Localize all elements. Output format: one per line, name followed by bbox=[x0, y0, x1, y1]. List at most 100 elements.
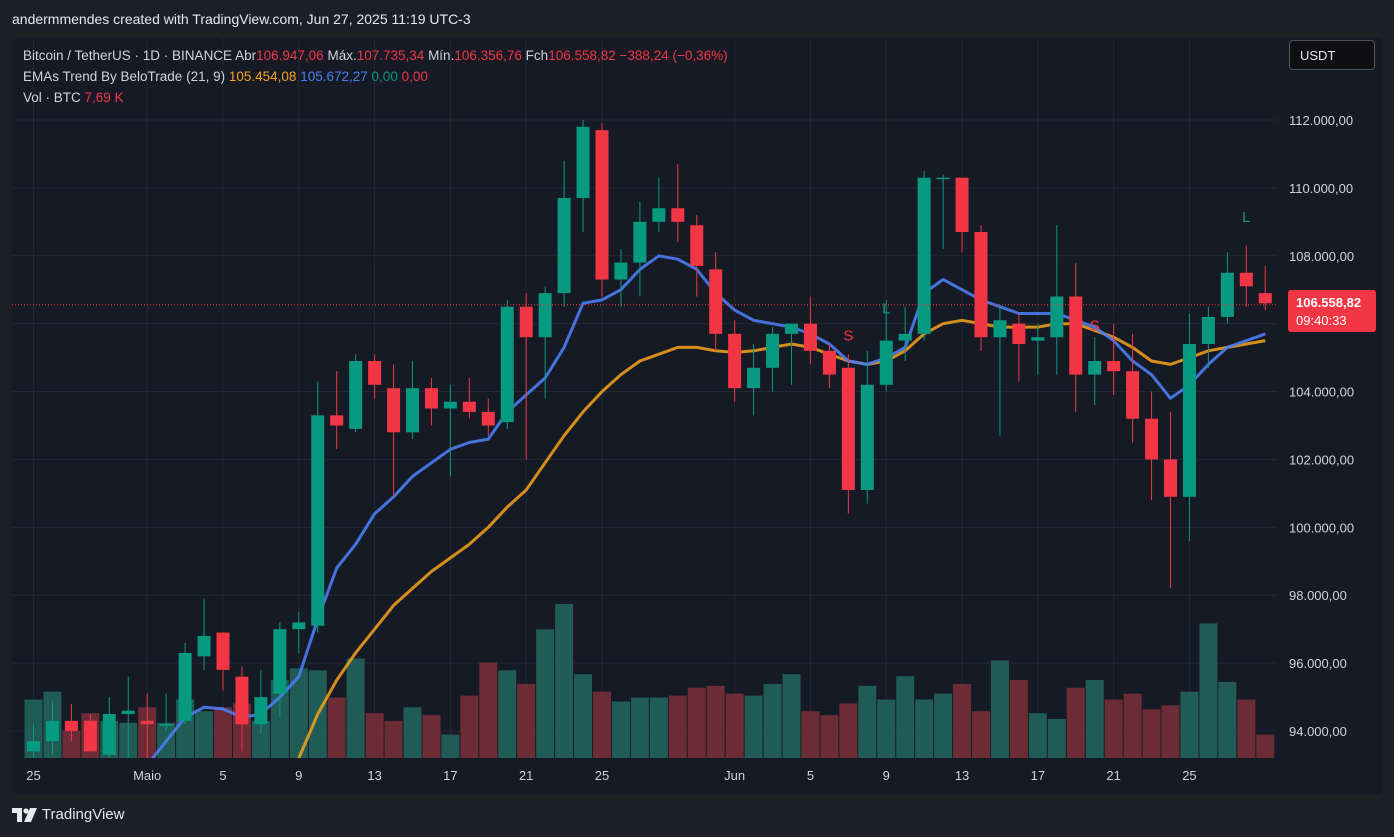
volume-bar bbox=[668, 695, 687, 758]
volume-bar bbox=[289, 668, 308, 758]
volume-bar bbox=[1218, 681, 1237, 758]
volume-bar bbox=[687, 687, 706, 758]
volume-bar bbox=[1142, 709, 1161, 758]
candle-body bbox=[311, 415, 325, 626]
candle-body bbox=[1107, 361, 1121, 372]
volume-bar bbox=[251, 720, 270, 758]
candle-body bbox=[292, 622, 306, 630]
legend-symbol-row[interactable]: Bitcoin / TetherUS · 1D · BINANCE Abr 106… bbox=[23, 45, 728, 66]
signal-marker-s: S bbox=[843, 328, 853, 345]
volume-bar bbox=[744, 695, 763, 758]
candle-body bbox=[974, 232, 988, 338]
candle-body bbox=[254, 697, 268, 725]
candle-body bbox=[860, 384, 874, 490]
candle-body bbox=[519, 306, 533, 338]
candle-body bbox=[822, 350, 836, 375]
volume-bar bbox=[517, 683, 536, 758]
x-tick-label: Jun bbox=[724, 768, 745, 783]
high-value: 107.735,34 bbox=[356, 48, 425, 63]
volume-bar bbox=[214, 707, 232, 758]
y-tick-label: 104.000,00 bbox=[1289, 385, 1354, 400]
volume-bar bbox=[763, 683, 782, 758]
low-label: Mín. bbox=[428, 48, 455, 63]
chart-frame[interactable]: S L S L 94.000,00 96.000,00 98.000,00 100.000,0… bbox=[12, 38, 1382, 794]
tradingview-logo-icon bbox=[12, 808, 37, 823]
candle-body bbox=[785, 323, 798, 334]
y-tick-label: 98.000,00 bbox=[1289, 588, 1347, 603]
price-chart[interactable]: S L S L 94.000,00 96.000,00 98.000,00 100.000,0… bbox=[12, 38, 1382, 794]
volume-bar bbox=[403, 707, 422, 758]
volume-bar bbox=[972, 711, 990, 758]
x-tick-label: 9 bbox=[295, 768, 302, 783]
candle-body bbox=[936, 177, 950, 180]
candle-body bbox=[1145, 418, 1159, 460]
open-label: Abr bbox=[235, 48, 257, 63]
candle-body bbox=[159, 724, 173, 726]
volume-bar bbox=[858, 685, 877, 758]
candle-body bbox=[993, 320, 1007, 338]
symbol-name[interactable]: Bitcoin / TetherUS · 1D · BINANCE bbox=[23, 48, 233, 63]
volume-bar bbox=[611, 701, 630, 758]
indicator-value-3: 0,00 bbox=[371, 69, 398, 84]
indicator-name[interactable]: EMAs Trend By BeloTrade (21, 9) bbox=[23, 69, 226, 84]
tradingview-brand: TradingView bbox=[41, 806, 125, 823]
volume-bar bbox=[555, 603, 574, 758]
volume-bar bbox=[877, 699, 896, 758]
volume-bar bbox=[384, 720, 403, 758]
candle-body bbox=[898, 333, 912, 341]
candle-body bbox=[614, 262, 628, 280]
volume-bar bbox=[990, 660, 1009, 758]
candle-body bbox=[273, 629, 287, 694]
candle-body bbox=[1164, 459, 1177, 497]
candle-body bbox=[841, 367, 855, 490]
volume-bar bbox=[801, 711, 820, 758]
bar-countdown: 09:40:33 bbox=[1296, 313, 1347, 328]
last-price-tag: 106.558,82 09:40:33 bbox=[1288, 290, 1376, 332]
volume-bar bbox=[725, 693, 744, 758]
x-tick-label: 25 bbox=[595, 768, 609, 783]
candle-body bbox=[709, 269, 723, 334]
low-value: 106.356,76 bbox=[454, 48, 522, 63]
y-tick-label: 96.000,00 bbox=[1289, 656, 1347, 671]
volume-bar bbox=[365, 713, 384, 758]
price-series bbox=[27, 120, 1272, 758]
volume-bar bbox=[536, 629, 555, 758]
volume-bar bbox=[915, 699, 934, 758]
x-tick-label: 5 bbox=[219, 768, 226, 783]
volume-bar bbox=[820, 715, 839, 758]
candle-body bbox=[64, 720, 78, 731]
x-tick-label: 5 bbox=[807, 768, 814, 783]
tradingview-logo[interactable]: TradingView bbox=[12, 806, 124, 828]
y-tick-label: 112.000,00 bbox=[1289, 113, 1353, 128]
currency-unit-button[interactable]: USDT bbox=[1289, 40, 1375, 70]
candle-body bbox=[728, 333, 742, 389]
volume-bar bbox=[1104, 699, 1123, 758]
volume-bar bbox=[1047, 719, 1066, 758]
candle-body bbox=[671, 208, 685, 222]
candle-body bbox=[500, 306, 514, 423]
candle-body bbox=[197, 635, 211, 657]
volume-bar bbox=[422, 715, 441, 758]
candle-body bbox=[349, 361, 363, 429]
ema9-value: 105.672,27 bbox=[300, 69, 368, 84]
volume-label[interactable]: Vol · BTC bbox=[23, 90, 81, 105]
volume-bar bbox=[1237, 699, 1256, 758]
y-tick-label: 108.000,00 bbox=[1289, 249, 1354, 264]
ema21-line bbox=[297, 318, 1266, 758]
change-value: −388,24 (−0,36%) bbox=[619, 48, 728, 63]
volume-bar bbox=[460, 695, 479, 758]
candle-body bbox=[235, 676, 249, 725]
legend-volume-row[interactable]: Vol · BTC 7,69 K bbox=[23, 87, 728, 108]
x-tick-label: 17 bbox=[1031, 768, 1045, 783]
volume-bar bbox=[1161, 705, 1180, 758]
legend-indicator-row[interactable]: EMAs Trend By BeloTrade (21, 9) 105.454,… bbox=[23, 66, 728, 87]
signal-marker-s: S bbox=[1090, 317, 1100, 334]
volume-bar bbox=[706, 685, 725, 758]
candle-body bbox=[1126, 371, 1140, 419]
volume-bar bbox=[1199, 623, 1218, 758]
candle-body bbox=[424, 388, 438, 409]
high-label: Máx. bbox=[327, 48, 357, 63]
volume-bar bbox=[630, 697, 649, 758]
candle-body bbox=[83, 720, 97, 752]
candle-body bbox=[216, 632, 230, 670]
